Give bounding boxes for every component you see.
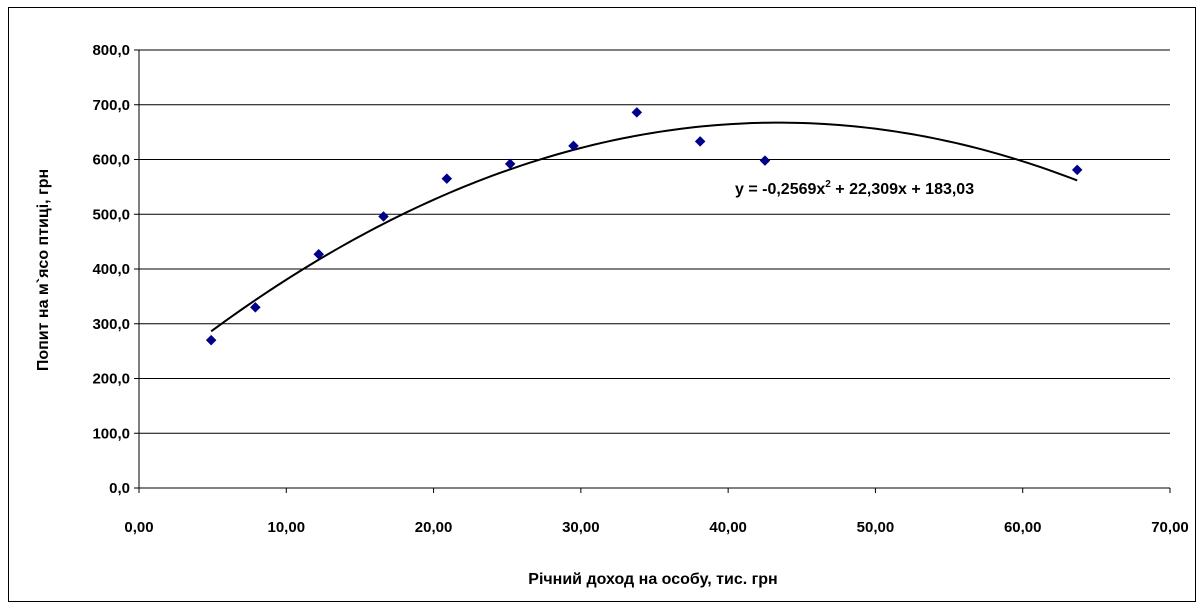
- y-tick-label: 500,0: [92, 206, 130, 223]
- data-point: [378, 211, 389, 222]
- y-tick-label: 600,0: [92, 152, 130, 169]
- data-point: [250, 301, 261, 313]
- x-tick-labels: 0,00 10,00 20,00 30,00 40,00 50,00 60,00 70,00: [124, 519, 1188, 536]
- data-point: [568, 140, 579, 152]
- equation-tail: + 22,309x + 183,03: [831, 181, 974, 198]
- y-tick-label: 100,0: [92, 425, 130, 442]
- x-tick-label: 10,00: [268, 519, 306, 536]
- x-tick-label: 60,00: [1004, 519, 1042, 536]
- x-tick-label: 30,00: [562, 519, 600, 536]
- y-tick-label: 800,0: [92, 42, 130, 59]
- data-point: [504, 158, 516, 170]
- trendline: [210, 121, 1078, 333]
- data-point: [441, 173, 453, 185]
- y-axis-title: Попит на м`ясо птиці, грн: [35, 169, 52, 371]
- equation-power: 2: [825, 179, 831, 190]
- x-tick-label: 70,00: [1151, 519, 1189, 536]
- y-tick-label: 200,0: [92, 371, 130, 388]
- data-point: [694, 136, 706, 147]
- y-tick-label: 300,0: [92, 316, 130, 333]
- x-tick-label: 50,00: [857, 519, 895, 536]
- y-tick-label: 0,0: [109, 480, 130, 497]
- data-points: [205, 107, 1083, 346]
- y-tick-labels: 0,0 100,0 200,0 300,0 400,0 500,0 600,0 700,0 80…: [92, 42, 130, 497]
- x-tick-label: 40,00: [709, 519, 747, 536]
- chart-frame: [8, 7, 1196, 602]
- data-point: [1071, 164, 1083, 176]
- x-axis-title: Річний доход на особу, тис. грн: [528, 571, 777, 588]
- gridlines: [139, 49, 1170, 434]
- y-tick-label: 400,0: [92, 261, 130, 278]
- x-tick-label: 20,00: [415, 519, 453, 536]
- data-point: [759, 155, 771, 166]
- axes: [134, 49, 1171, 493]
- data-point: [631, 107, 643, 118]
- data-point: [205, 334, 217, 346]
- y-tick-label: 700,0: [92, 97, 130, 114]
- trendline-equation: y = -0,2569x2 + 22,309x + 183,03: [735, 179, 974, 198]
- x-tick-label: 0,00: [124, 519, 153, 536]
- equation-lead: y = -0,2569x: [735, 181, 825, 198]
- data-point: [313, 248, 325, 260]
